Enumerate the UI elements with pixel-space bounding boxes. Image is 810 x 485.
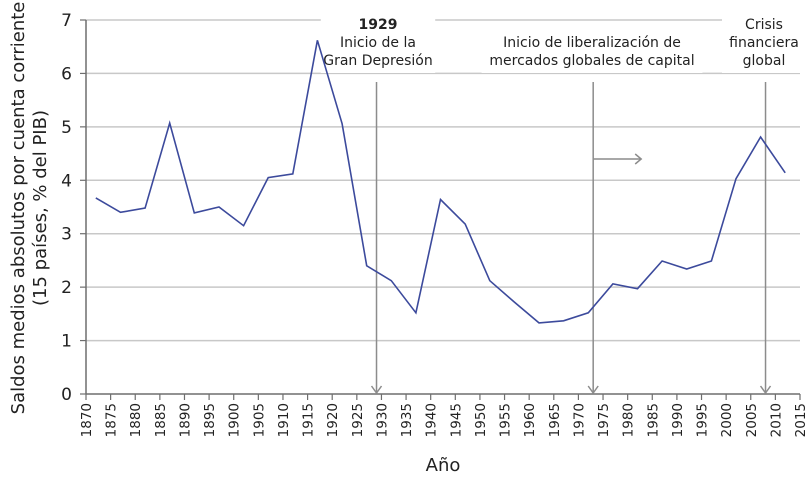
annotation-text: Crisis [745, 17, 783, 33]
x-tick-label: 2005 [744, 403, 760, 437]
annotation-text: global [743, 53, 786, 69]
axis-labels: 0 1 2 3 4 5 6 7 1870 1875 1880 1885 1890 1895 1900 1905… [61, 11, 809, 437]
annotation-year: 1929 [359, 17, 398, 33]
axes [80, 19, 801, 400]
y-tick-label: 4 [61, 171, 72, 191]
event-markers: 1929 Inicio de la Gran Depresión Inicio de … [320, 15, 806, 395]
annotation-text: Inicio de liberalización de [503, 35, 681, 51]
y-tick-label: 2 [61, 278, 72, 298]
x-tick-label: 1905 [251, 403, 267, 437]
x-tick-label: 1960 [522, 403, 538, 437]
gridlines [86, 19, 800, 342]
annotation-text: financiera [729, 35, 799, 51]
x-tick-label: 2010 [768, 403, 784, 437]
series-line [95, 40, 786, 324]
y-axis-title-line2: (15 países, % del PIB) [30, 110, 51, 306]
x-tick-label: 1940 [424, 403, 440, 437]
x-tick-label: 1885 [153, 403, 169, 437]
x-tick-label: 1945 [448, 403, 464, 437]
annotation-text: Inicio de la [340, 35, 416, 51]
annotation-bg [481, 33, 703, 73]
x-tick-label: 1935 [399, 403, 415, 437]
x-tick-label: 1925 [350, 403, 366, 437]
x-tick-label: 1895 [202, 403, 218, 437]
x-tick-label: 1920 [325, 403, 341, 437]
y-tick-label: 0 [61, 385, 72, 405]
x-tick-label: 1970 [571, 403, 587, 437]
x-tick-label: 1965 [547, 403, 563, 437]
y-tick-label: 6 [61, 64, 72, 84]
x-tick-label: 1875 [104, 403, 120, 437]
arrow-right-icon [634, 153, 643, 165]
x-tick-label: 1915 [301, 403, 317, 437]
y-axis-title-line1: Saldos medios absolutos por cuenta corri… [8, 2, 29, 415]
y-tick-label: 7 [61, 11, 72, 31]
x-tick-label: 1995 [695, 403, 711, 437]
y-tick-label: 3 [61, 225, 72, 245]
x-tick-label: 1975 [596, 403, 612, 437]
arrow-down-icon [759, 385, 772, 395]
x-tick-label: 1950 [473, 403, 489, 437]
annotation-bg [722, 15, 806, 73]
data-series [95, 40, 786, 324]
annotation-text: Gran Depresión [323, 53, 432, 69]
x-axis-title: Año [426, 455, 461, 476]
arrow-down-icon [587, 385, 599, 395]
x-tick-label: 1930 [374, 403, 390, 437]
x-tick-label: 1910 [276, 403, 292, 437]
y-tick-label: 1 [61, 332, 72, 352]
y-tick-label: 5 [61, 118, 72, 138]
x-tick-label: 1900 [227, 403, 243, 437]
x-tick-label: 1870 [79, 403, 95, 437]
x-tick-label: 1955 [498, 403, 514, 437]
annotation-bg [320, 15, 436, 73]
x-tick-label: 2000 [719, 403, 735, 437]
x-tick-label: 1985 [645, 403, 661, 437]
x-tick-label: 1990 [670, 403, 686, 437]
y-axis-title: Saldos medios absolutos por cuenta corri… [8, 2, 51, 415]
x-tick-label: 1890 [177, 403, 193, 437]
annotation-text: mercados globales de capital [489, 53, 694, 69]
x-tick-label: 1980 [621, 403, 637, 437]
x-tick-label: 1880 [128, 403, 144, 437]
x-tick-label: 2015 [793, 403, 809, 437]
arrow-down-icon [370, 385, 383, 395]
